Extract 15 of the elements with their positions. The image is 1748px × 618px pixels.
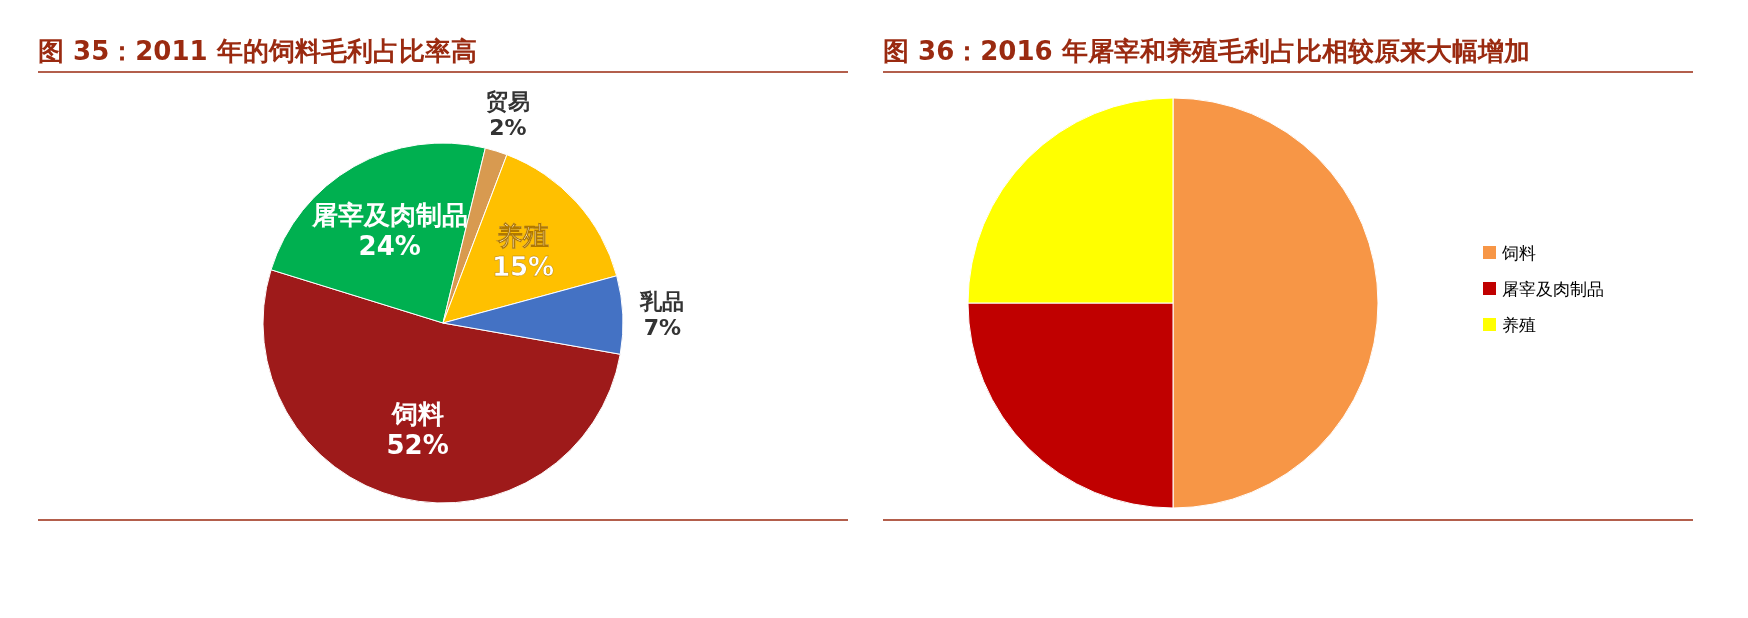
legend-label: 养殖 [1502, 315, 1536, 335]
slice-label: 乳品 [639, 288, 685, 314]
data-label: 24% [358, 231, 421, 262]
slice-label: 饲料 [390, 398, 444, 429]
data-label: 2% [489, 115, 527, 141]
slice-label: 贸易 [485, 88, 530, 114]
data-label: 52% [386, 429, 449, 460]
legend-label: 屠宰及肉制品 [1502, 279, 1604, 299]
chart-title: 图 36：2016 年屠宰和养殖毛利占比相较原来大幅增加 [883, 36, 1530, 66]
data-label: 15% [491, 252, 555, 283]
slice-label: 屠宰及肉制品 [310, 199, 468, 230]
slice-label: 养殖 [496, 221, 550, 252]
data-label: 7% [643, 315, 682, 341]
chart-title: 图 35：2011 年的饲料毛利占比率高 [38, 36, 477, 66]
legend-label: 饲料 [1501, 243, 1536, 263]
